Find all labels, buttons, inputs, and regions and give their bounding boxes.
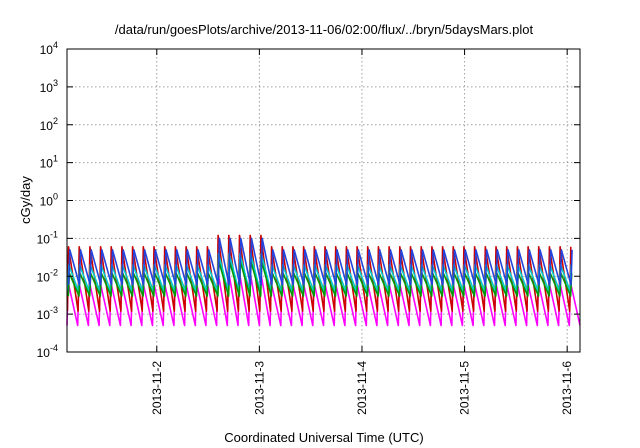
ticks: 10-4 10-3 10-2 10-1 100 101 102 103 104 2013-11-2… xyxy=(37,40,580,415)
y-tick-label: 10-3 xyxy=(37,305,58,322)
y-tick-label: 100 xyxy=(40,192,58,209)
y-tick-label: 101 xyxy=(40,154,58,171)
y-tick-label: 103 xyxy=(40,78,58,95)
x-tick-label: 2013-11-6 xyxy=(560,361,574,415)
y-axis-label: cGy/day xyxy=(18,176,33,224)
y-tick-label: 102 xyxy=(40,116,58,133)
y-tick-label: 10-4 xyxy=(37,343,58,360)
series-line xyxy=(66,269,581,327)
x-axis-label: Coordinated Universal Time (UTC) xyxy=(224,430,423,445)
x-tick-label: 2013-11-3 xyxy=(252,361,266,415)
y-tick-label: 10-2 xyxy=(37,267,58,284)
y-tick-label: 10-1 xyxy=(37,229,58,246)
x-tick-label: 2013-11-5 xyxy=(458,361,472,415)
series-group xyxy=(66,234,581,327)
series-line xyxy=(67,252,572,293)
chart-title: /data/run/goesPlots/archive/2013-11-06/0… xyxy=(115,22,534,37)
x-tick-label: 2013-11-2 xyxy=(150,361,164,415)
series-line xyxy=(67,260,573,297)
x-tick-label: 2013-11-4 xyxy=(355,361,369,415)
series-line xyxy=(67,237,573,286)
y-tick-label: 104 xyxy=(40,40,58,57)
